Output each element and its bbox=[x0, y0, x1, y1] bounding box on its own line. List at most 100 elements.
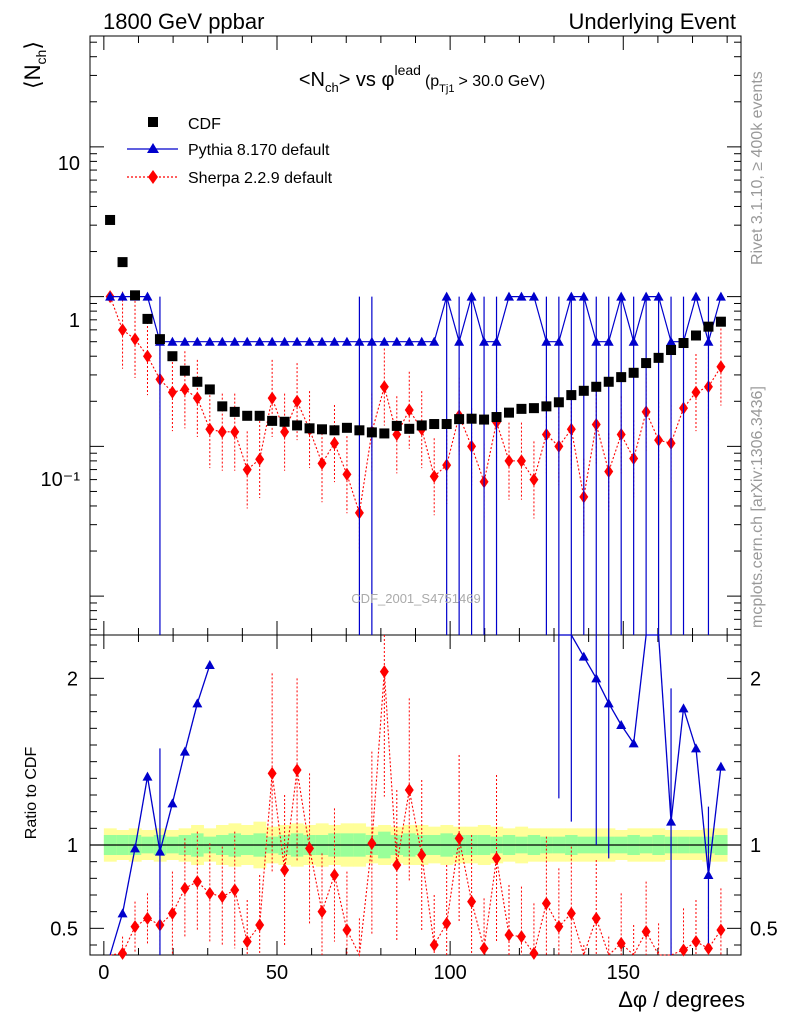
sherpa-point bbox=[192, 391, 202, 405]
y-tick-label-0.1: 10⁻¹ bbox=[41, 469, 81, 491]
cdf-point bbox=[603, 376, 614, 387]
pythia-point bbox=[354, 336, 365, 346]
pythia-point bbox=[304, 336, 315, 346]
mcplots-reference-label: mcplots.cern.ch [arXiv:1306.3436] bbox=[749, 386, 766, 628]
cdf-point bbox=[528, 403, 539, 414]
sherpa-ratio-point bbox=[479, 941, 489, 955]
pythia-ratio-point bbox=[703, 870, 714, 879]
sherpa-line bbox=[109, 296, 722, 513]
pythia-ratio-point bbox=[179, 746, 190, 756]
sherpa-ratio-point bbox=[442, 916, 452, 930]
pythia-point bbox=[603, 336, 614, 346]
sherpa-ratio-point bbox=[255, 918, 265, 932]
pythia-point bbox=[429, 336, 440, 346]
pythia-ratio-point bbox=[154, 846, 165, 856]
title-lead: lead bbox=[394, 62, 420, 78]
sherpa-point bbox=[716, 360, 726, 374]
sherpa-ratio-point bbox=[130, 920, 140, 934]
sherpa-ratio-point bbox=[679, 943, 689, 957]
sherpa-ratio-point bbox=[504, 928, 514, 942]
title-gt: > bbox=[339, 69, 351, 91]
pythia-point bbox=[715, 291, 726, 301]
pythia-ratio-line-segment bbox=[695, 748, 710, 876]
sherpa-point bbox=[392, 428, 402, 442]
sherpa-point bbox=[329, 436, 339, 450]
sherpa-ratio-point bbox=[342, 923, 352, 937]
pythia-ratio-line-segment bbox=[159, 803, 174, 852]
pythia-point bbox=[179, 336, 190, 346]
ratio-y-tick-label-right-1: 1 bbox=[750, 835, 761, 857]
pythia-point bbox=[267, 336, 278, 346]
pythia-point bbox=[279, 336, 290, 346]
title-open: (p bbox=[425, 73, 439, 90]
title-tj1: Tj1 bbox=[439, 83, 454, 95]
cdf-point bbox=[503, 407, 514, 418]
cdf-point bbox=[553, 397, 564, 408]
sherpa-point bbox=[317, 456, 327, 470]
sherpa-point bbox=[130, 332, 140, 346]
pythia-point bbox=[628, 336, 639, 346]
cdf-point bbox=[616, 372, 627, 383]
pythia-ratio-point bbox=[690, 743, 701, 753]
sherpa-ratio-point bbox=[404, 783, 414, 797]
cdf-point bbox=[516, 403, 527, 414]
x-tick-label-150: 150 bbox=[607, 962, 640, 984]
pythia-point bbox=[591, 336, 602, 346]
sherpa-point bbox=[142, 349, 152, 363]
sherpa-ratio-point bbox=[267, 766, 277, 780]
ratio-plot-frame bbox=[89, 634, 742, 956]
sherpa-point bbox=[280, 425, 290, 439]
legend-marker-sherpa bbox=[148, 170, 158, 184]
sherpa-ratio-point bbox=[205, 886, 215, 900]
sherpa-ratio-point bbox=[317, 905, 327, 919]
sherpa-point bbox=[267, 391, 277, 405]
title-lt: < bbox=[299, 69, 311, 91]
cdf-point bbox=[628, 367, 639, 378]
pythia-ratio-line-segment bbox=[109, 913, 124, 956]
cdf-point bbox=[204, 384, 215, 395]
sherpa-ratio-point bbox=[566, 906, 576, 920]
legend: CDF Pythia 8.170 default Sherpa 2.2.9 de… bbox=[127, 116, 333, 187]
sherpa-ratio-point bbox=[417, 848, 427, 862]
sherpa-point bbox=[429, 469, 439, 483]
sherpa-ratio-point bbox=[716, 923, 726, 937]
analysis-watermark: CDF_2001_S4751469 bbox=[351, 591, 480, 606]
sherpa-ratio-point bbox=[641, 925, 651, 939]
sherpa-ratio-point bbox=[329, 868, 339, 882]
pythia-ratio-line-segment bbox=[670, 708, 685, 822]
y-axis-label-close: ⟩ bbox=[20, 41, 45, 50]
pythia-ratio-point bbox=[616, 720, 627, 729]
pythia-point bbox=[317, 336, 328, 346]
pythia-ratio-point bbox=[130, 843, 141, 853]
cdf-point bbox=[416, 420, 427, 431]
sherpa-point bbox=[379, 380, 389, 394]
y-tick-label-10: 10 bbox=[58, 153, 80, 175]
rivet-version-label: Rivet 3.1.10, ≥ 400k events bbox=[749, 71, 766, 265]
cdf-point bbox=[641, 358, 652, 369]
sherpa-point bbox=[529, 473, 539, 487]
pythia-point bbox=[416, 336, 427, 346]
pythia-line bbox=[110, 294, 722, 344]
legend-marker-pythia bbox=[147, 143, 159, 153]
pythia-point bbox=[454, 336, 465, 346]
ratio-y-tick-label-0.5: 0.5 bbox=[50, 918, 78, 940]
pythia-ratio-point bbox=[117, 908, 128, 918]
cdf-point bbox=[341, 422, 352, 433]
pythia-ratio-point bbox=[678, 703, 689, 713]
cdf-point bbox=[117, 257, 128, 268]
cdf-point bbox=[391, 420, 402, 431]
main-axis-ticks bbox=[90, 36, 741, 635]
pythia-ratio-line-segment bbox=[171, 751, 186, 804]
cdf-point bbox=[242, 410, 253, 421]
sherpa-ratio-point bbox=[292, 763, 302, 777]
pythia-point bbox=[566, 291, 577, 301]
pythia-point bbox=[192, 336, 203, 346]
sherpa-ratio-point bbox=[142, 911, 152, 925]
sherpa-ratio-point bbox=[467, 895, 477, 909]
x-axis-label: Δφ / degrees bbox=[618, 987, 745, 1012]
y-axis-label-n: N bbox=[20, 64, 45, 80]
x-tick-label-50: 50 bbox=[266, 962, 288, 984]
pythia-point bbox=[616, 291, 627, 301]
cdf-point bbox=[354, 425, 365, 436]
cdf-point bbox=[690, 330, 701, 341]
